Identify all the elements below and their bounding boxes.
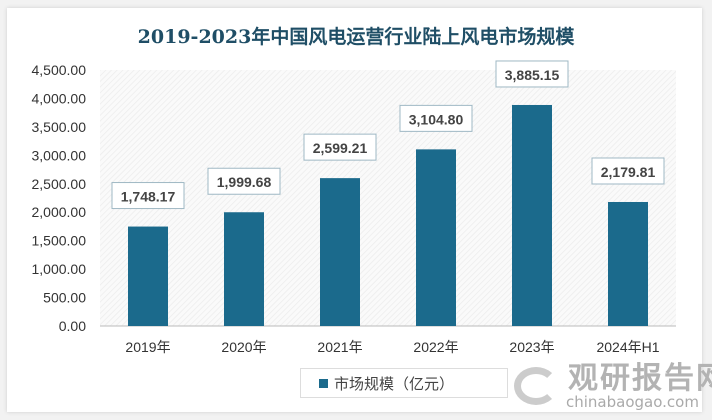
legend-label: 市场规模（亿元）	[334, 374, 455, 393]
legend-swatch	[319, 378, 328, 388]
bar	[512, 104, 552, 326]
y-tick-label: 0.00	[59, 318, 86, 334]
y-tick-label: 1,000.00	[32, 261, 87, 277]
data-label: 3,104.80	[409, 111, 464, 127]
x-tick-label: 2022年	[413, 339, 458, 355]
bar	[320, 178, 360, 326]
data-label: 1,999.68	[217, 174, 272, 190]
x-tick-label: 2021年	[317, 339, 362, 355]
y-tick-label: 3,500.00	[32, 119, 87, 135]
data-label: 2,179.81	[601, 164, 656, 180]
data-label-box	[111, 182, 185, 210]
bar	[224, 212, 264, 326]
y-tick-label: 2,000.00	[32, 204, 87, 220]
y-tick-label: 4,000.00	[32, 90, 87, 106]
x-tick-label: 2019年	[125, 339, 170, 355]
watermark-logo-icon	[514, 367, 558, 405]
data-label-box	[495, 60, 569, 88]
y-tick-label: 1,500.00	[32, 233, 87, 249]
data-label-box	[207, 167, 281, 195]
data-label-box	[591, 157, 665, 185]
watermark-cn: 观研报告网	[568, 361, 712, 396]
data-label: 2,599.21	[313, 140, 368, 156]
y-tick-label: 500.00	[43, 290, 86, 306]
watermark-en: chinabaogao.com	[566, 393, 699, 411]
y-tick-label: 3,000.00	[32, 147, 87, 163]
x-tick-label: 2024年H1	[596, 339, 659, 355]
watermark: 观研报告网 chinabaogao.com	[512, 363, 712, 410]
plot-area	[100, 70, 676, 326]
y-tick-label: 4,500.00	[32, 62, 87, 78]
data-label-box	[399, 104, 473, 132]
chart-title: 2019-2023年中国风电运营行业陆上风电市场规模	[137, 26, 575, 48]
bar	[128, 226, 168, 326]
x-tick-label: 2023年	[509, 339, 554, 355]
y-tick-label: 2,500.00	[32, 176, 87, 192]
data-label: 3,885.15	[505, 67, 560, 83]
bar	[416, 149, 456, 326]
data-label: 1,748.17	[121, 189, 176, 205]
x-tick-label: 2020年	[221, 339, 266, 355]
legend: 市场规模（亿元）	[300, 368, 508, 398]
bar	[608, 201, 648, 326]
data-label-box	[303, 133, 377, 161]
